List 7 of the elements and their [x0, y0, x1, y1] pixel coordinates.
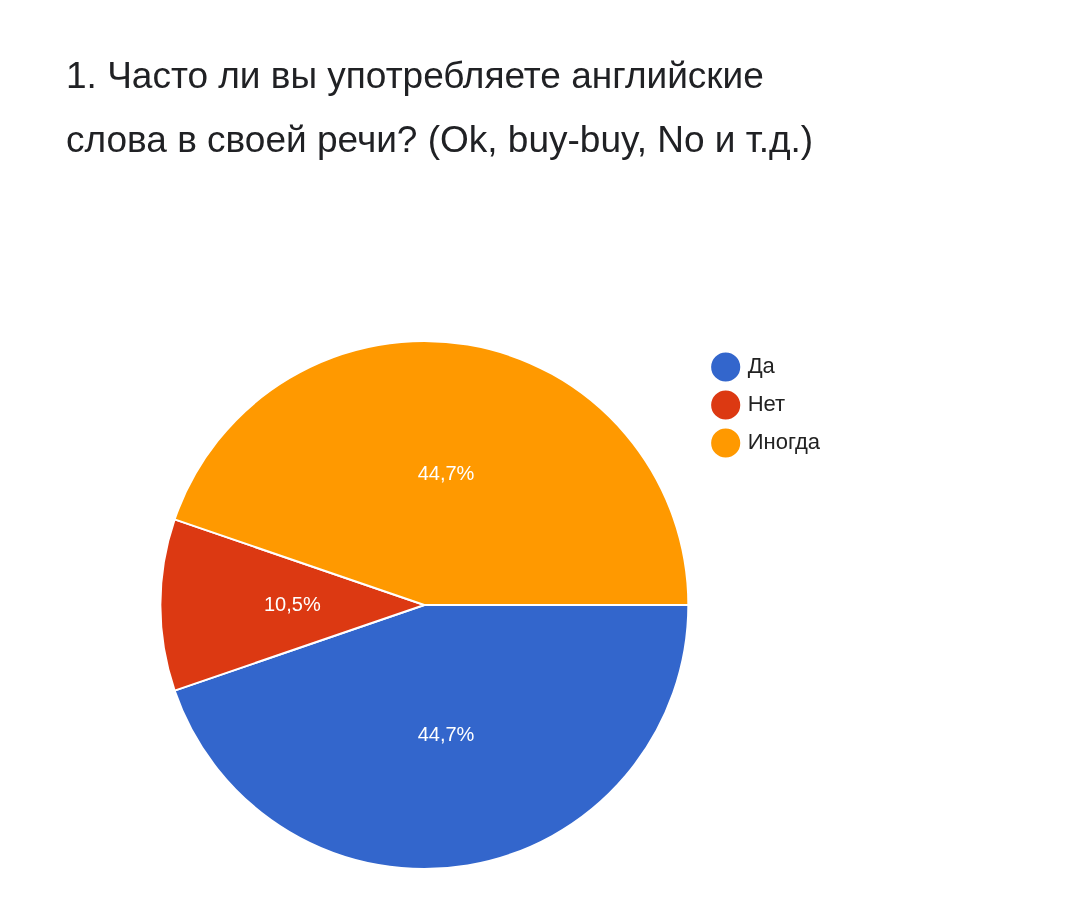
data-label: 10,5% [263, 592, 321, 615]
legend-label: Да [747, 353, 776, 379]
legend-label: Иногда [747, 429, 821, 455]
chart-title: 1. Часто ли вы употребляете английские слова в своей речи? (Ok, buy-buy, No и т.д.) [66, 54, 815, 162]
legend-label: Нет [747, 391, 786, 417]
data-label: 44,7% [417, 462, 475, 485]
data-label: 44,7% [417, 722, 475, 745]
